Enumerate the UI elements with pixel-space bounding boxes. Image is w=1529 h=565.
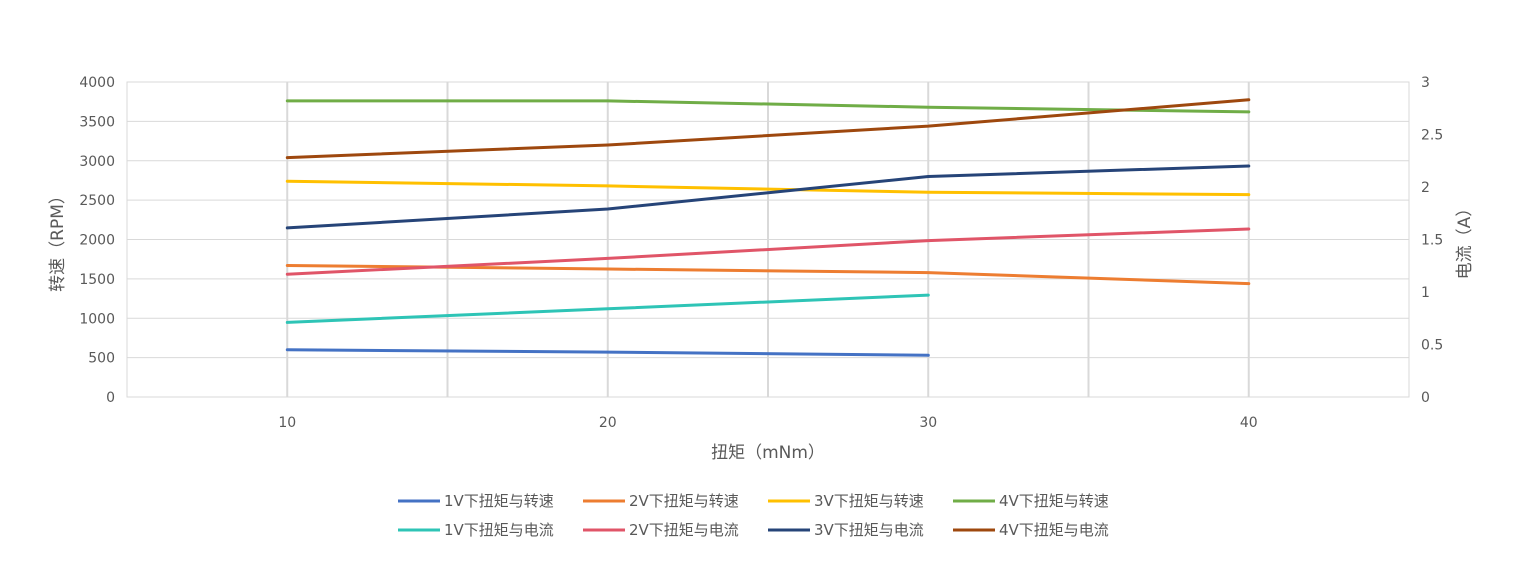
legend-label: 3V下扭矩与电流 — [814, 521, 924, 539]
legend-label: 4V下扭矩与转速 — [999, 492, 1109, 510]
y-right-tick-label: 2 — [1421, 180, 1430, 196]
y-right-tick-label: 3 — [1421, 75, 1430, 91]
x-tick-label: 30 — [919, 415, 937, 431]
y-right-tick-label: 2.5 — [1421, 128, 1443, 144]
x-tick-label: 10 — [278, 415, 296, 431]
y-left-tick-label: 3000 — [79, 154, 115, 170]
y-left-tick-label: 3500 — [79, 114, 115, 130]
y-left-tick-label: 1500 — [79, 272, 115, 288]
y-right-tick-label: 1.5 — [1421, 233, 1443, 249]
series-line-1 — [285, 348, 930, 357]
y-right-axis-title: 电流（A） — [1455, 200, 1475, 280]
y-left-tick-label: 0 — [106, 390, 115, 406]
y-right-tick-label: 0 — [1421, 390, 1430, 406]
legend-label: 3V下扭矩与转速 — [814, 492, 924, 510]
y-right-tick-label: 1 — [1421, 285, 1430, 301]
y-left-tick-label: 4000 — [79, 75, 115, 91]
series-line-7 — [285, 164, 1251, 230]
y-left-axis-title: 转速（RPM） — [48, 187, 68, 292]
series-line-3 — [285, 179, 1251, 197]
legend-label: 1V下扭矩与转速 — [444, 492, 554, 510]
y-left-tick-label: 2500 — [79, 193, 115, 209]
x-tick-label: 40 — [1240, 415, 1258, 431]
series-line-4 — [285, 99, 1251, 114]
y-left-tick-label: 500 — [88, 351, 115, 367]
y-right-tick-label: 0.5 — [1421, 338, 1443, 354]
x-axis-title: 扭矩（mNm） — [711, 443, 825, 463]
series-line-6 — [285, 227, 1251, 276]
legend-label: 2V下扭矩与转速 — [629, 492, 739, 510]
legend-label: 4V下扭矩与电流 — [999, 521, 1109, 539]
y-left-tick-label: 2000 — [79, 233, 115, 249]
series-line-5 — [285, 293, 930, 324]
legend-label: 1V下扭矩与电流 — [444, 521, 554, 539]
series-line-8 — [285, 98, 1251, 160]
legend-label: 2V下扭矩与电流 — [629, 521, 739, 539]
x-tick-label: 20 — [599, 415, 617, 431]
y-left-tick-label: 1000 — [79, 311, 115, 327]
